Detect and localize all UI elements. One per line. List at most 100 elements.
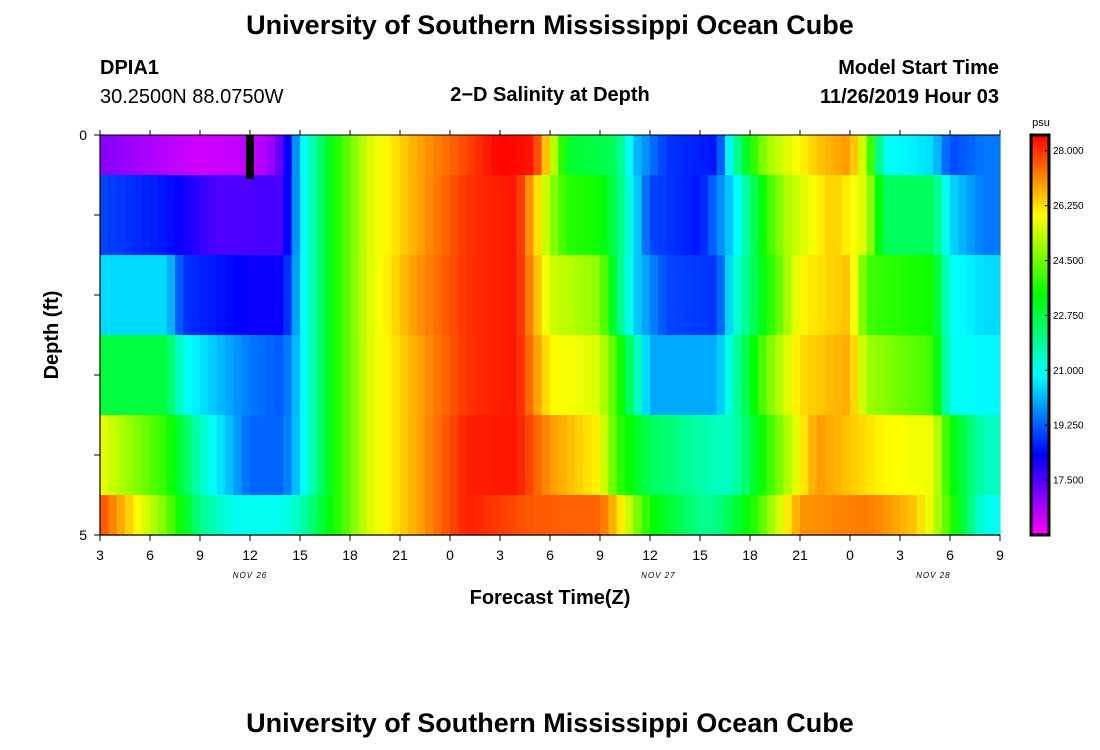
heatmap-cell xyxy=(350,495,359,536)
heatmap-cell xyxy=(158,255,168,336)
heatmap-cell xyxy=(683,255,693,336)
heatmap-cell xyxy=(358,255,368,336)
heatmap-cell xyxy=(525,495,534,536)
footer-title: University of Southern Mississippi Ocean… xyxy=(246,708,854,738)
heatmap-cell xyxy=(833,415,843,496)
heatmap-cell xyxy=(200,415,209,496)
heatmap-cell xyxy=(658,175,668,256)
heatmap-cell xyxy=(841,415,851,496)
heatmap-cell xyxy=(316,335,326,416)
heatmap-cell xyxy=(950,495,959,536)
heatmap-cell xyxy=(633,335,643,416)
heatmap-cell xyxy=(700,495,709,536)
heatmap-cell xyxy=(541,135,551,176)
heatmap-cell xyxy=(216,335,226,416)
heatmap-cell xyxy=(666,175,676,256)
heatmap-cell xyxy=(750,415,759,496)
heatmap-cell xyxy=(950,335,959,416)
heatmap-cell xyxy=(400,135,409,176)
heatmap-cell xyxy=(566,135,576,176)
heatmap-cell xyxy=(991,135,1001,176)
heatmap-cell xyxy=(500,175,509,256)
heatmap-cell xyxy=(100,335,109,416)
heatmap-cell xyxy=(175,415,184,496)
heatmap-cell xyxy=(933,335,943,416)
heatmap-cell xyxy=(333,175,343,256)
heatmap-cell xyxy=(833,135,843,176)
heatmap-cell xyxy=(316,415,326,496)
heatmap-cell xyxy=(825,135,834,176)
heatmap-cell xyxy=(125,135,134,176)
heatmap-cell xyxy=(941,135,951,176)
heatmap-cell xyxy=(891,415,901,496)
heatmap-cell xyxy=(391,335,401,416)
heatmap-cell xyxy=(625,255,634,336)
heatmap-cell xyxy=(225,495,234,536)
heatmap-cell xyxy=(350,135,359,176)
heatmap-cell xyxy=(175,495,184,536)
heatmap-cell xyxy=(133,175,143,256)
heatmap-cell xyxy=(383,495,393,536)
heatmap-cell xyxy=(983,255,993,336)
model-start-label: Model Start Time xyxy=(838,57,999,79)
heatmap-cell xyxy=(733,415,743,496)
heatmap-cell xyxy=(758,135,768,176)
heatmap-cell xyxy=(341,335,351,416)
heatmap-cell xyxy=(750,175,759,256)
heatmap-cell xyxy=(516,335,526,416)
heatmap-cell xyxy=(183,255,193,336)
heatmap-cell xyxy=(575,175,584,256)
heatmap-cell xyxy=(941,335,951,416)
heatmap-cell xyxy=(466,335,476,416)
heatmap-cell xyxy=(783,415,793,496)
heatmap-cell xyxy=(166,495,176,536)
heatmap-cell xyxy=(708,175,718,256)
heatmap-cell xyxy=(233,495,243,536)
heatmap-cell xyxy=(158,135,168,176)
heatmap-cell xyxy=(875,495,884,536)
heatmap-cell xyxy=(575,415,584,496)
heatmap-cell xyxy=(483,415,493,496)
heatmap-cell xyxy=(525,335,534,416)
heatmap-cell xyxy=(425,335,434,416)
heatmap-cell xyxy=(458,495,468,536)
heatmap-cell xyxy=(508,335,518,416)
heatmap-cell xyxy=(450,175,459,256)
heatmap-cell xyxy=(583,415,593,496)
heatmap-cell xyxy=(216,175,226,256)
heatmap-cell xyxy=(600,495,609,536)
heatmap-cell xyxy=(391,135,401,176)
heatmap-cell xyxy=(875,335,884,416)
heatmap-cell xyxy=(191,135,201,176)
heatmap-cell xyxy=(875,135,884,176)
heatmap-cell xyxy=(116,255,126,336)
heatmap-cell xyxy=(900,255,909,336)
heatmap-cell xyxy=(391,495,401,536)
colorbar-tick-label: 17.500 xyxy=(1053,476,1084,487)
heatmap-cell xyxy=(433,495,443,536)
heatmap-cell xyxy=(433,335,443,416)
heatmap-cell xyxy=(800,175,809,256)
heatmap-cell xyxy=(191,415,201,496)
heatmap-cell xyxy=(608,335,618,416)
heatmap-cell xyxy=(333,135,343,176)
heatmap-cell xyxy=(425,255,434,336)
heatmap-cell xyxy=(866,335,876,416)
heatmap-cell xyxy=(116,495,126,536)
heatmap-cell xyxy=(266,335,276,416)
heatmap-cell xyxy=(166,175,176,256)
heatmap-cell xyxy=(941,495,951,536)
heatmap-cell xyxy=(550,255,559,336)
heatmap-cell xyxy=(883,175,893,256)
heatmap-cell xyxy=(475,415,484,496)
heatmap-cell xyxy=(500,415,509,496)
heatmap-cell xyxy=(366,495,376,536)
heatmap-cell xyxy=(266,175,276,256)
heatmap-cell xyxy=(333,495,343,536)
heatmap-cell xyxy=(733,135,743,176)
colorbar: 28.000 26.250 24.500 22.750 21.000 19.250 17.5… xyxy=(1029,133,1084,537)
heatmap-cell xyxy=(275,175,284,256)
heatmap-cell xyxy=(441,495,451,536)
heatmap-cell xyxy=(925,255,934,336)
heatmap-cell xyxy=(408,415,418,496)
